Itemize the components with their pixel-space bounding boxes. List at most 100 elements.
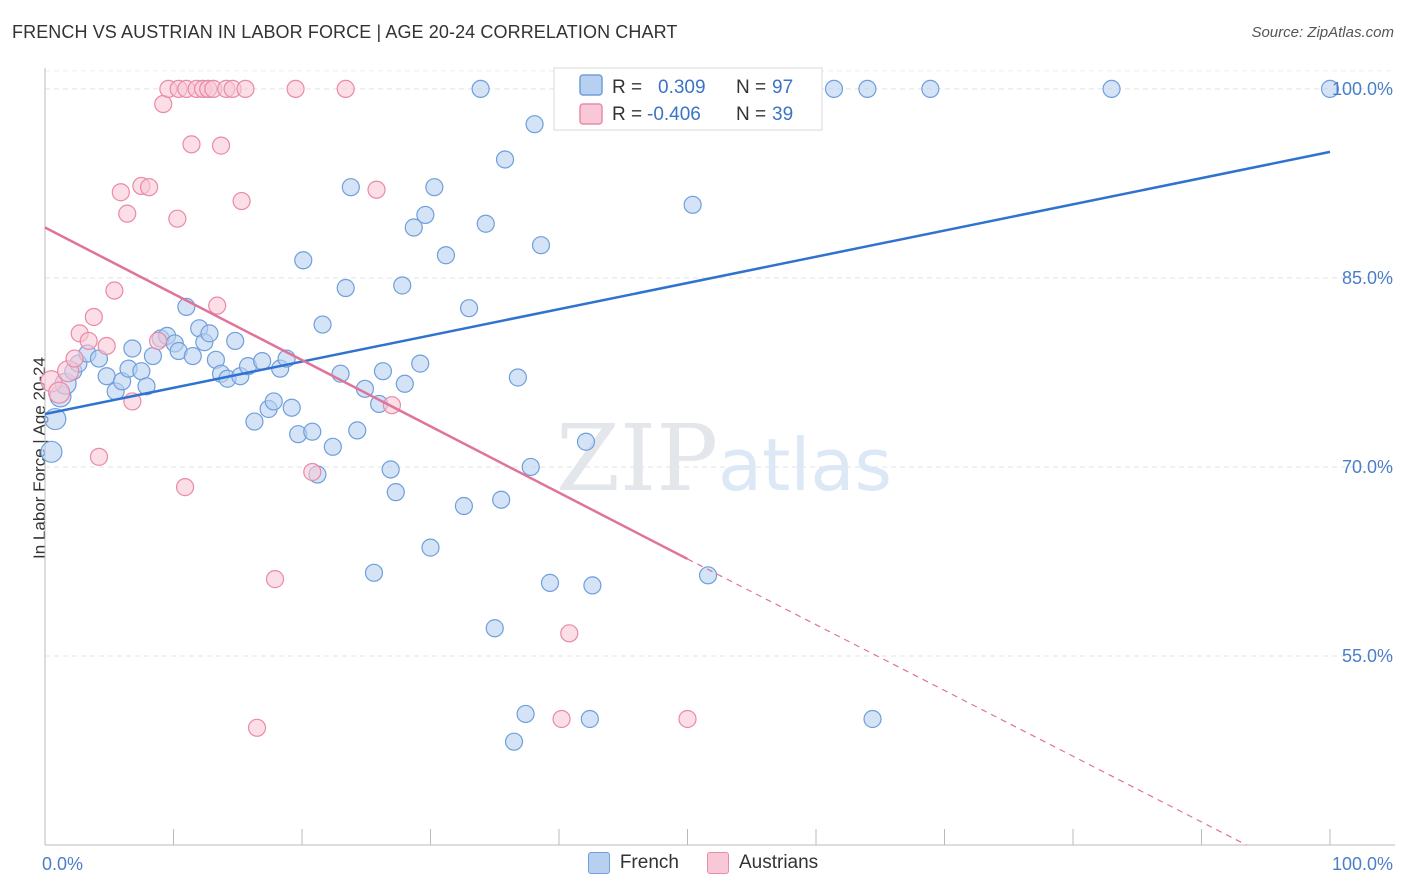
austrians-point-16 <box>154 94 173 114</box>
french-point-0 <box>40 440 63 463</box>
austrians-point-39 <box>552 709 571 729</box>
legend-label-french: French <box>619 852 679 873</box>
french-point-43 <box>323 437 342 456</box>
austrians-point-15 <box>148 331 168 351</box>
legend-r-french: 0.309 <box>658 77 706 98</box>
austrians-point-32 <box>247 718 267 737</box>
austrians-point-35 <box>303 462 322 482</box>
y-tick-label-0: 55.0% <box>1342 646 1393 666</box>
legend-r-austrians: -0.406 <box>647 104 701 125</box>
austrians-point-11 <box>118 204 137 223</box>
legend-swatch-austrians-bottom <box>706 852 729 874</box>
x-tick-label-right: 100.0% <box>1332 854 1393 874</box>
french-point-84 <box>683 195 702 214</box>
legend-swatch-austrians <box>579 103 603 125</box>
french-point-80 <box>583 576 602 595</box>
french-point-47 <box>348 421 367 440</box>
legend-n-austrians: 39 <box>772 104 793 125</box>
french-point-63 <box>459 299 479 318</box>
austrians-point-31 <box>232 191 251 211</box>
y-tick-labels: 55.0% 70.0% 85.0% 100.0% <box>1332 79 1393 666</box>
austrians-point-33 <box>265 570 285 589</box>
french-point-66 <box>485 619 504 638</box>
legend-n-french: 97 <box>772 77 793 98</box>
french-point-51 <box>373 362 393 381</box>
french-point-65 <box>476 214 495 233</box>
legend-swatch-french-bottom <box>587 852 610 874</box>
french-point-32 <box>253 351 272 371</box>
french-point-59 <box>421 538 440 557</box>
french-point-90 <box>858 79 877 99</box>
austrians-point-27 <box>208 296 227 315</box>
trend-line-french <box>44 150 1331 416</box>
watermark: ZIP atlas <box>556 405 892 512</box>
austrians-point-9 <box>105 281 124 300</box>
austrians-point-37 <box>367 180 386 199</box>
y-tick-label-2: 85.0% <box>1342 268 1393 288</box>
austrians-point-6 <box>84 307 103 327</box>
legend: R = 0.309 N = 97 R = -0.406 N = 39 <box>553 67 823 131</box>
austrians-point-14 <box>139 178 159 197</box>
french-point-71 <box>516 704 535 724</box>
french-point-64 <box>471 79 490 99</box>
austrians-point-34 <box>286 79 305 99</box>
french-point-62 <box>454 496 474 516</box>
austrians-point-20 <box>175 478 195 497</box>
legend-n-label-1: N = <box>736 77 766 98</box>
y-tick-label-1: 70.0% <box>1342 457 1393 477</box>
austrians-point-22 <box>182 135 201 154</box>
french-point-13 <box>132 362 151 381</box>
legend-n-label-2: N = <box>736 104 766 125</box>
french-point-92 <box>921 79 940 99</box>
french-point-57 <box>411 354 430 373</box>
austrians-point-41 <box>678 709 697 729</box>
legend-swatch-french <box>579 74 603 96</box>
french-point-53 <box>386 483 405 502</box>
french-point-60 <box>425 178 444 197</box>
french-point-72 <box>521 457 540 477</box>
watermark-zip: ZIP <box>556 405 718 512</box>
french-point-54 <box>393 276 412 295</box>
french-point-79 <box>580 709 599 729</box>
austrians-point-42 <box>236 79 255 99</box>
legend-item-austrians: Austrians <box>706 852 819 874</box>
watermark-atlas: atlas <box>718 423 892 507</box>
french-point-69 <box>504 732 524 751</box>
french-point-14 <box>137 377 156 396</box>
french-point-91 <box>863 709 882 729</box>
austrians-point-18 <box>168 209 187 228</box>
x-tick-label-left: 0.0% <box>42 854 83 874</box>
french-point-93 <box>1102 79 1121 99</box>
french-point-24 <box>200 324 219 343</box>
austrians-point-10 <box>111 183 130 202</box>
french-point-89 <box>824 79 844 99</box>
french-point-94 <box>1320 79 1340 99</box>
austrians-point-5 <box>79 331 98 351</box>
chart-title: FRENCH VS AUSTRIAN IN LABOR FORCE | AGE … <box>12 22 678 42</box>
austrians-point-40 <box>560 624 579 643</box>
french-point-46 <box>341 178 360 197</box>
french-point-67 <box>492 490 511 509</box>
french-point-28 <box>226 331 245 351</box>
legend-label-austrians: Austrians <box>738 852 819 873</box>
french-point-52 <box>381 460 400 479</box>
french-point-15 <box>143 346 163 366</box>
trend-line-austrians <box>44 226 689 561</box>
french-point-70 <box>508 368 527 387</box>
french-point-21 <box>183 346 202 366</box>
french-point-49 <box>364 563 384 582</box>
austrians-point-3 <box>65 349 84 368</box>
legend-r-label-2: R = <box>612 104 642 125</box>
austrians-point-1 <box>48 381 71 404</box>
french-point-74 <box>531 236 551 255</box>
french-point-37 <box>282 398 301 417</box>
legend-r-label-1: R = <box>612 77 642 98</box>
french-point-31 <box>245 412 264 431</box>
trend-lines <box>44 150 1331 846</box>
french-point-34 <box>264 392 283 411</box>
source-label: Source: ZipAtlas.com <box>1251 24 1394 41</box>
x-tick-labels: 0.0% 100.0% <box>42 854 1393 874</box>
french-point-61 <box>436 246 456 265</box>
french-point-73 <box>525 115 544 134</box>
